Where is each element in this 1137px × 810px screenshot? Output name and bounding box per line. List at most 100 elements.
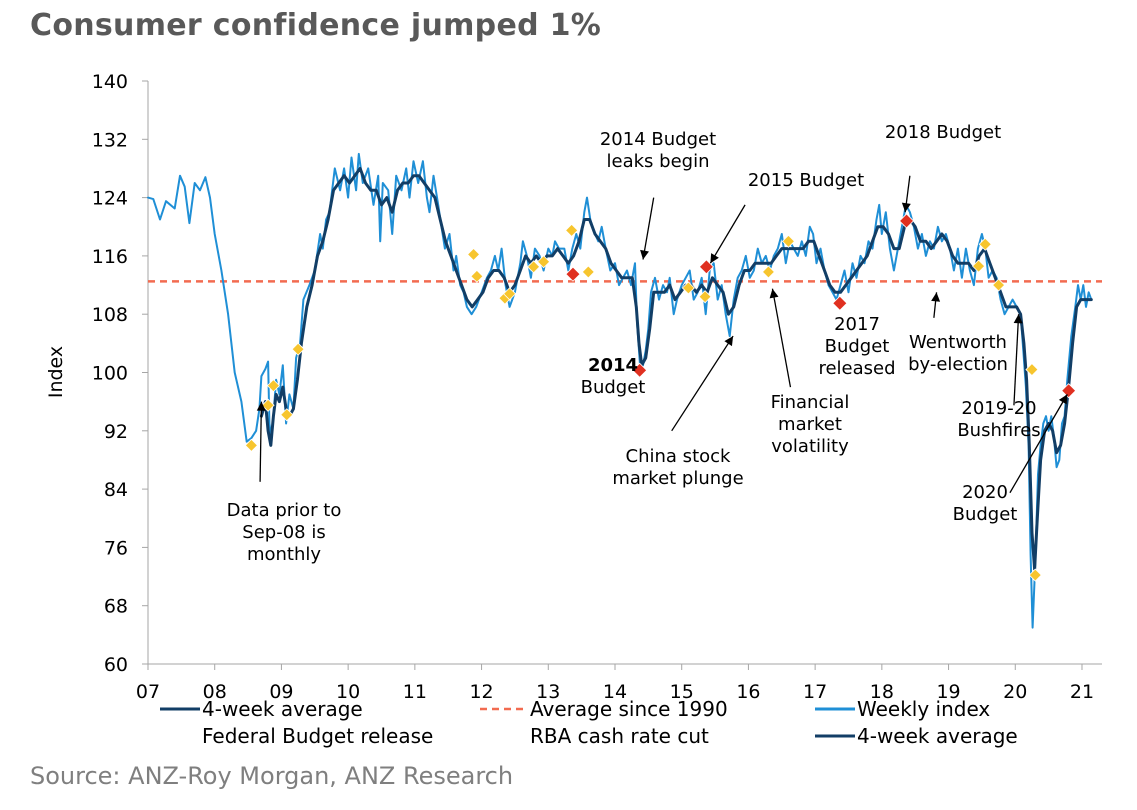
legend: 4-week average Average since 1990 Weekly i… [160,697,1018,748]
annotation-arrow-head [901,202,911,213]
legend-label: Average since 1990 [530,697,728,721]
x-tick-label: 21 [1070,681,1094,703]
annotation-text: 2017 [834,314,880,335]
x-tick-label: 11 [403,681,427,703]
annotation-arrow-line [671,335,734,432]
x-tick-label: 15 [670,681,694,703]
annotation-arrow-head [724,336,734,347]
rba-rate-cut-marker [503,287,517,301]
x-tick-label: 07 [136,681,160,703]
x-tick-label: 14 [603,681,627,703]
y-tick-label: 84 [104,479,128,501]
legend-item: 4-week average [815,724,1018,748]
x-tick-label: 12 [469,681,493,703]
y-tick-label: 108 [92,304,128,326]
rba-rate-cut-marker [565,223,579,237]
y-tick-label: 124 [92,188,128,210]
annotation-arrow-line [259,401,263,482]
budget-release-marker [898,213,915,229]
x-tick-label: 17 [803,681,827,703]
x-tick-label: 16 [736,681,760,703]
budget-release-marker [698,259,714,275]
x-tick-label: 18 [870,681,894,703]
y-tick-label: 92 [104,421,128,443]
rba-rate-cut-marker [261,398,275,412]
annotation-text: 2014 Budget [600,129,716,150]
annotation-text: Wentworth [909,332,1007,353]
annotation-text: China stock [626,446,731,467]
budget-release-marker [565,266,581,282]
annotation-text: Financial [771,392,850,413]
annotation-arrow-line [1009,394,1068,494]
annotation-text: monthly [247,544,321,565]
annotation-arrow-line [709,204,746,264]
annotation-arrow-head [640,249,649,260]
annotation-text: 2019-20 [961,398,1036,419]
annotation-arrow-head [769,288,779,299]
legend-label: RBA cash rate cut [530,724,709,748]
annotation-arrow-head [1013,314,1023,324]
rba-rate-cut-marker [978,237,992,251]
series-layer [147,152,1093,629]
marker-layer [244,213,1077,582]
annotation-arrow-head [1058,394,1068,405]
annotation-arrow-line [1013,314,1020,406]
annotation-arrow-head [710,253,719,264]
annotation-text: Data prior to [227,500,342,521]
y-tick-label: 140 [92,71,128,93]
rba-rate-cut-marker [761,265,775,279]
annotation-text: Bushfires [957,420,1040,441]
annotation-arrow-line [771,288,792,388]
y-axis-label: Index [45,346,67,398]
x-axis: 07 08 09 10 11 12 13 14 15 16 17 18 19 20 21 [136,663,1102,703]
y-tick-label: 68 [104,596,128,618]
chart-title: Consumer confidence jumped 1% [30,8,602,43]
annotation-arrow-line [642,197,655,260]
four-week-average-line [259,166,1093,571]
y-tick-label: 100 [92,363,128,385]
legend-item: RBA cash rate cut [530,724,709,748]
annotation: 2018 Budget [885,122,1001,213]
rba-rate-cut-marker [244,438,258,452]
rba-rate-cut-marker [266,379,280,393]
annotation-text: market plunge [612,468,743,489]
chart: 60 68 76 84 92 100 108 116 124 132 140 07 08 09 10 11 1… [45,71,1102,748]
rba-rate-cut-marker [1028,568,1042,582]
rba-rate-cut-marker [470,269,484,283]
annotation-text: Budget [825,336,890,357]
annotation-arrow-head [931,292,941,302]
annotation-arrow-head [256,401,266,411]
annotation-text: Sep-08 is [242,522,325,543]
y-tick-label: 76 [104,537,128,559]
x-tick-label: 08 [203,681,227,703]
x-tick-label: 20 [1003,681,1027,703]
budget-release-marker [1061,383,1077,399]
annotation-text: leaks begin [607,151,710,172]
budget-release-marker [632,362,648,378]
rba-rate-cut-marker [537,255,551,269]
annotation-text: volatility [771,436,849,457]
y-tick-label: 60 [104,654,128,676]
rba-rate-cut-marker [291,342,305,356]
legend-label: 4-week average [857,724,1018,748]
rba-rate-cut-marker [698,290,712,304]
legend-label: Federal Budget release [202,724,433,748]
y-axis: 60 68 76 84 92 100 108 116 124 132 140 [92,71,149,676]
x-tick-label: 19 [936,681,960,703]
rba-rate-cut-marker [1025,363,1039,377]
y-tick-label: 116 [92,246,128,268]
legend-label: Weekly index [857,697,990,721]
annotation: 2015 Budget [709,170,864,264]
source-note: Source: ANZ-Roy Morgan, ANZ Research [30,762,514,790]
annotation-text: 2020 [962,482,1008,503]
rba-rate-cut-marker [681,281,695,295]
rba-rate-cut-marker [466,247,481,262]
budget-release-marker [832,295,848,311]
